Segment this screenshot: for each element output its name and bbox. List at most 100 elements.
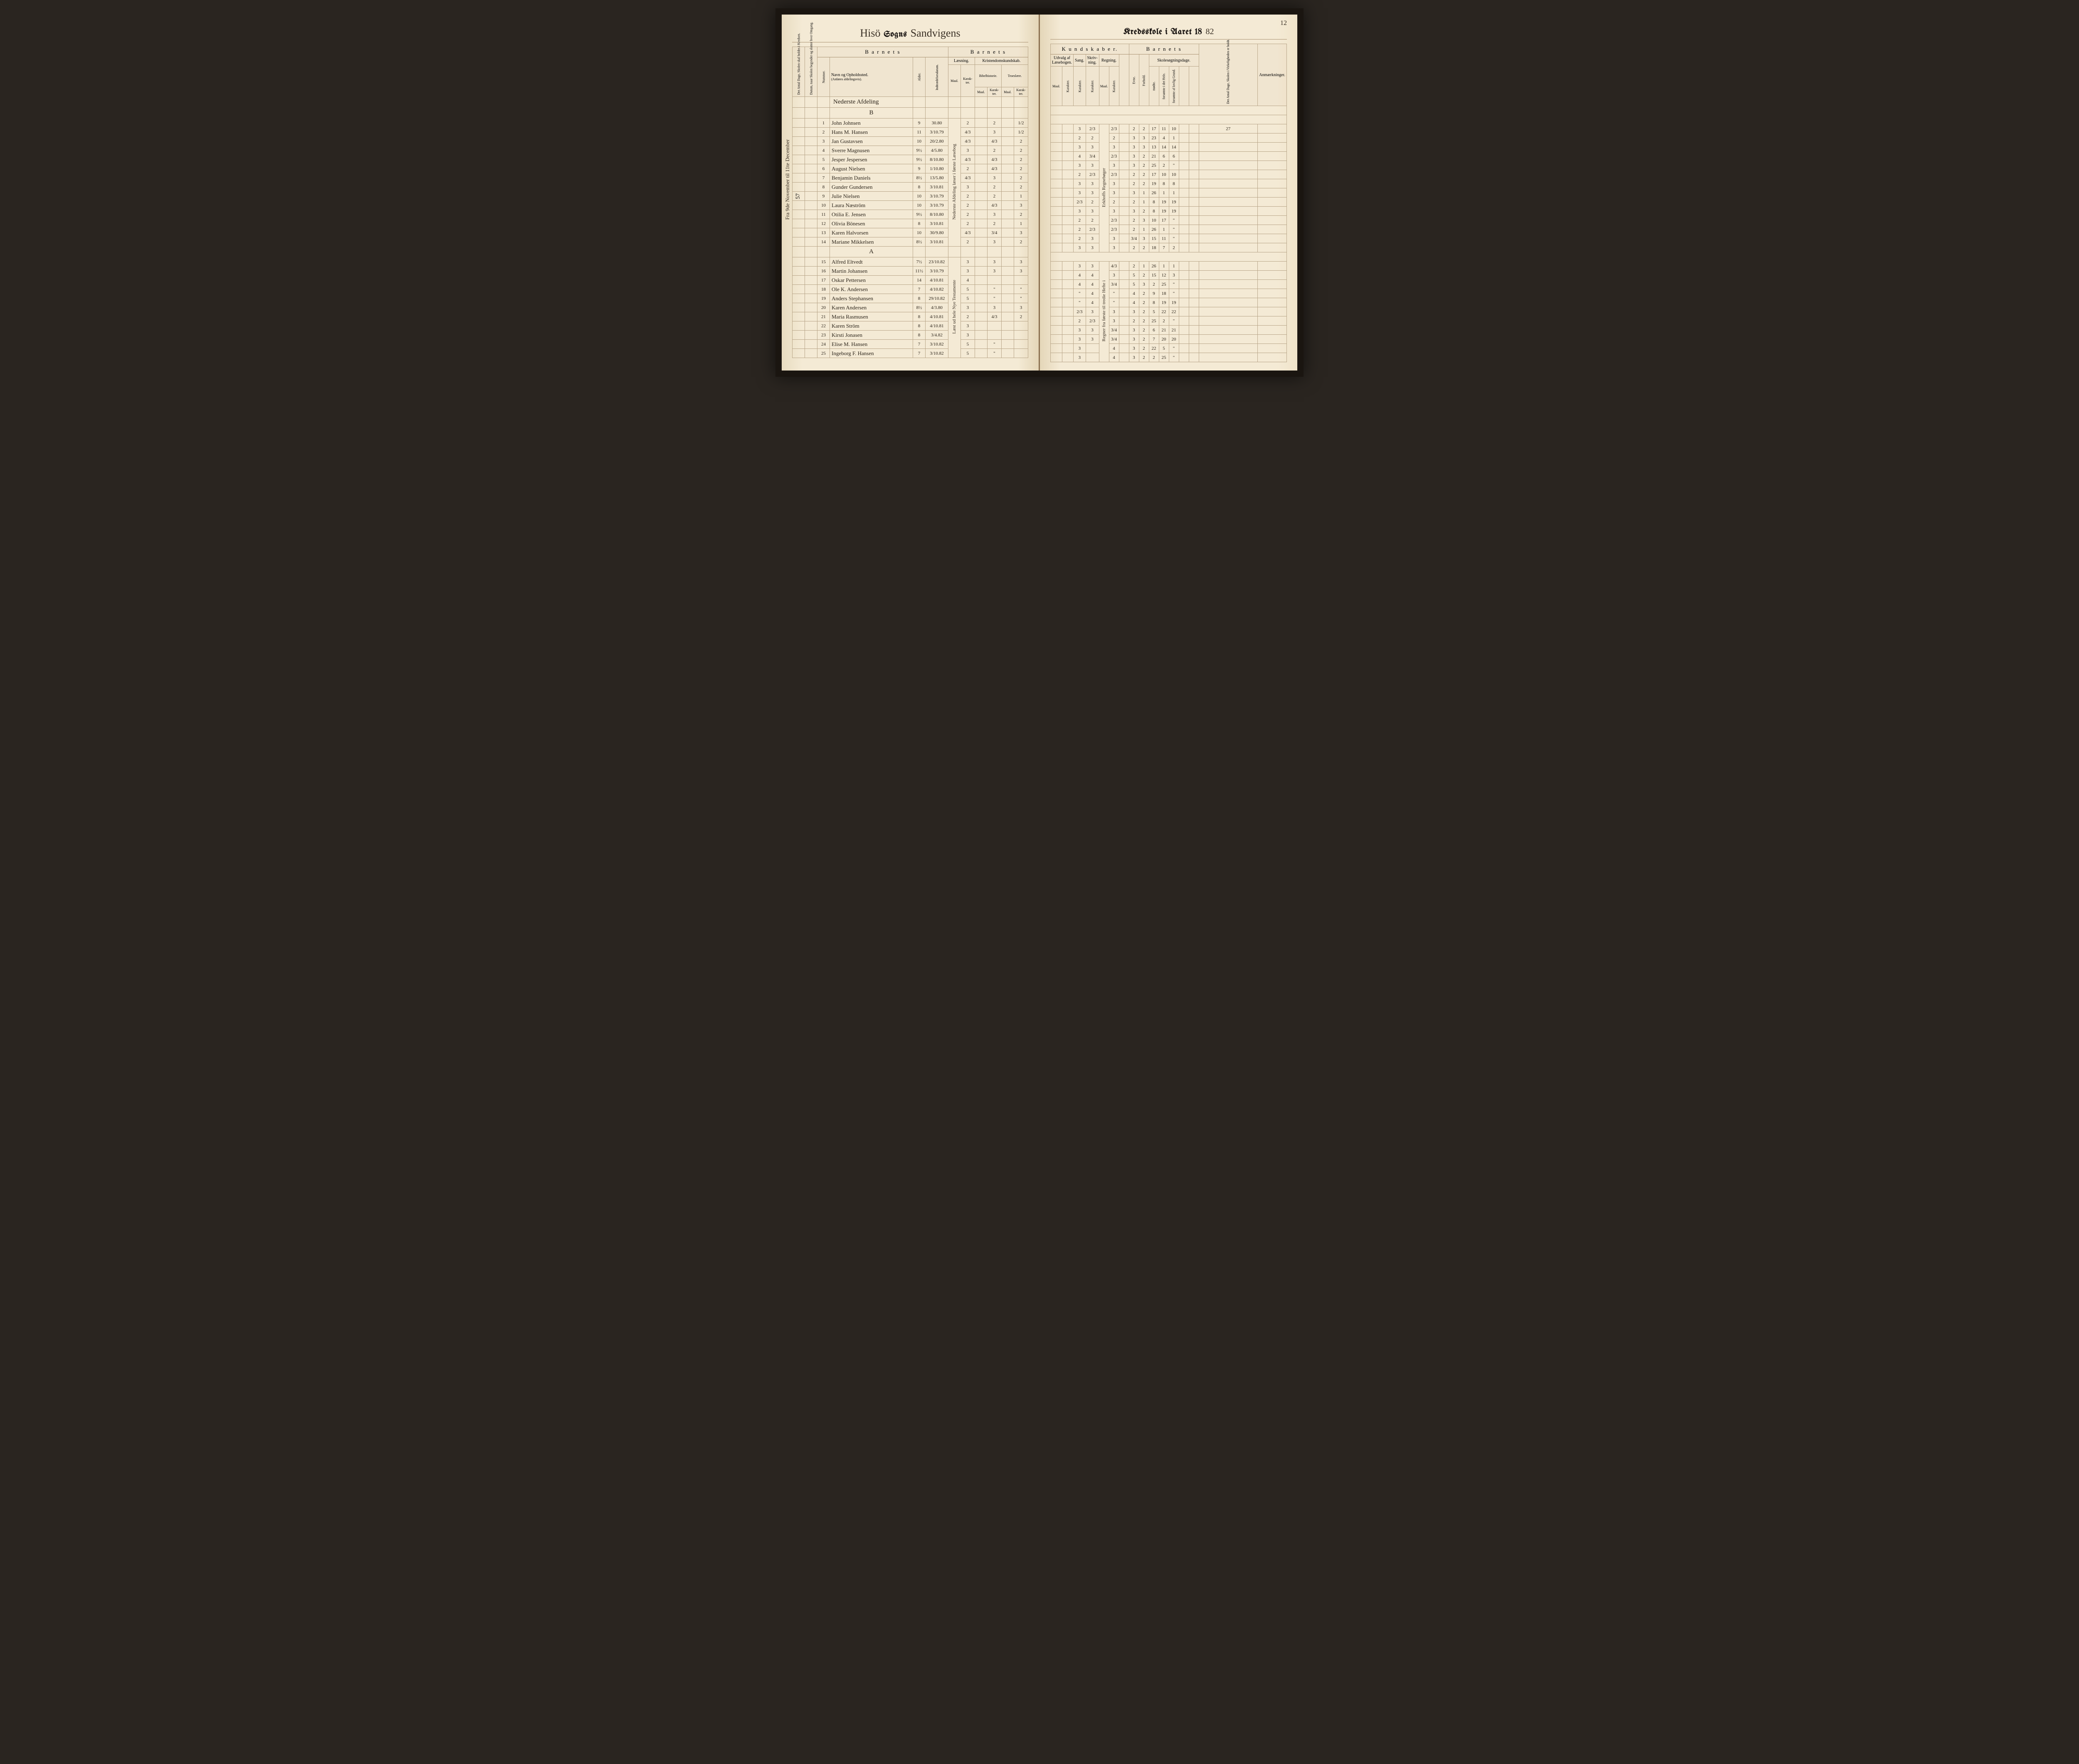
total [1199,344,1257,353]
col-navn: Navn og Opholdssted. (Anføres afdelingsv… [830,57,913,97]
col-antal-virk: Det Antal Dage, Skolen i Virkeligheden e… [1199,44,1257,106]
table-row: 3 3 3 3 1 26 1 1 [1051,188,1287,198]
kundskaber-header: K u n d s k a b e r. [1051,44,1129,54]
total [1199,207,1257,216]
age: 11 [913,128,926,137]
total: 27 [1199,124,1257,133]
col-note: Erkhoffs Regnebøger [1101,168,1106,207]
table-row: 2 2 2 3 3 23 4 1 [1051,133,1287,143]
right-table: K u n d s k a b e r. B a r n e t s Det A… [1050,44,1287,362]
age: 7 [913,349,926,358]
row-number: 14 [817,237,830,247]
col-udv-kar: Karakter. [1062,67,1074,106]
table-row: 3 4 3 2 22 5 " [1051,344,1287,353]
total [1199,133,1257,143]
table-row: 16 Martin Johansen 11½ 3/10.79 3 3 3 [793,267,1028,276]
table-row: 3 3 3/4 3 2 6 21 21 [1051,326,1287,335]
student-name: Alfred Eltvedt [830,257,913,267]
table-row: 4 Sverre Magnusen 9½ 4/5.80 3 2 2 [793,146,1028,155]
enroll-date: 3/10.82 [926,340,948,349]
age: 11½ [913,267,926,276]
table-row: 2 2/3 2/3 2 1 26 1 " [1051,225,1287,234]
row-number: 23 [817,331,830,340]
row-number: 11 [817,210,830,219]
left-table: Det Antal Dage, Skolen skal holdes i Kre… [792,47,1028,358]
row-number: 24 [817,340,830,349]
table-row: 5 Jesper Jespersen 9½ 8/10.80 4/3 4/3 2 [793,155,1028,164]
table-row: 13 Karen Halvorsen 10 30/9.80 4/3 3/4 3 [793,228,1028,237]
age: 10 [913,192,926,201]
enroll-date: 4/10.81 [926,276,948,285]
total [1199,161,1257,170]
row-number: 9 [817,192,830,201]
table-row: 3 2/3 Erkhoffs Regnebøger 2/3 2 2 17 11 … [1051,124,1287,133]
student-name: Elise M. Hansen [830,340,913,349]
enroll-date: 13/5.80 [926,173,948,183]
student-name: Sverre Magnusen [830,146,913,155]
enroll-date: 30/9.80 [926,228,948,237]
col-fors2: forsømte af lovlig Grund. [1169,67,1179,106]
student-name: Ole K. Andersen [830,285,913,294]
col-note: Regner fra første til tredie Hefte i [1101,280,1106,341]
col-skriv: Skriv-ning. [1086,54,1099,67]
total [1199,289,1257,298]
total [1199,188,1257,198]
age: 10 [913,137,926,146]
total [1199,198,1257,207]
age: 10 [913,228,926,237]
left-title: Hisö Sogns Sandvigens [792,27,1028,42]
enroll-date: 23/10.82 [926,257,948,267]
student-name: Olivia Bönesen [830,219,913,228]
enroll-date: 3/10.79 [926,267,948,276]
total [1199,262,1257,271]
col-nummer: Nummer. [817,57,830,97]
col-blank3 [1189,67,1199,106]
student-name: Julie Nielsen [830,192,913,201]
table-row: 22 Karen Ström 8 4/10.81 3 [793,321,1028,331]
page-number: 12 [1280,20,1287,27]
table-row: 14 Mariane Mikkelsen 8½ 3/10.81 2 3 2 [793,237,1028,247]
total [1199,152,1257,161]
student-name: Otilia E. Jensen [830,210,913,219]
student-name: Karen Andersen [830,303,913,312]
table-row: 3 3 3/4 3 2 7 20 20 [1051,335,1287,344]
row-number: 10 [817,201,830,210]
total [1199,179,1257,188]
margin-note-date: Fra 9de November til 11te December [784,139,791,220]
col-kristendom: Kristendomskundskab. [975,57,1028,65]
total [1199,280,1257,289]
table-row: 2/3 2 2 2 1 8 19 19 [1051,198,1287,207]
enroll-date: 3/10.82 [926,349,948,358]
student-name: Laura Næström [830,201,913,210]
student-name: August Nielsen [830,164,913,173]
col-blank1 [1119,54,1129,106]
col-fors1: forsømte i det Hele. [1159,67,1169,106]
table-row: 7 Benjamin Daniels 8½ 13/5.80 4/3 3 2 [793,173,1028,183]
enroll-date: 29/10.82 [926,294,948,303]
row-number: 22 [817,321,830,331]
age: 9½ [913,146,926,155]
total [1199,243,1257,252]
age: 7½ [913,257,926,267]
total [1199,143,1257,152]
table-row: 2/3 3 3 3 2 5 22 22 [1051,307,1287,316]
total [1199,353,1257,362]
table-row: 10 Laura Næström 10 3/10.79 2 4/3 3 [793,201,1028,210]
row-number: 13 [817,228,830,237]
col-note: Læst ud hele Nye Testamente [952,280,957,334]
enroll-date: 3/10.79 [926,128,948,137]
row-number: 7 [817,173,830,183]
district-name: Sandvigens [911,27,960,40]
age: 7 [913,340,926,349]
table-row: 3 3 3 3 2 8 19 19 [1051,207,1287,216]
right-page: 12 Kredsskole i Aaret 1882 K u n d s k a… [1040,15,1297,371]
student-name: Ingeborg F. Hansen [830,349,913,358]
col-datum: Datum, naar Skolen begynder og slutter h… [805,47,817,97]
enroll-date: 3/10.81 [926,183,948,192]
col-laesning: Læsning. [948,57,975,65]
col-laes-maal: Maal. [948,65,960,97]
row-number: 8 [817,183,830,192]
student-name: Gunder Gundersen [830,183,913,192]
table-row: 25 Ingeborg F. Hansen 7 3/10.82 5 " [793,349,1028,358]
section-nederste: Nederste Afdeling [830,97,913,108]
